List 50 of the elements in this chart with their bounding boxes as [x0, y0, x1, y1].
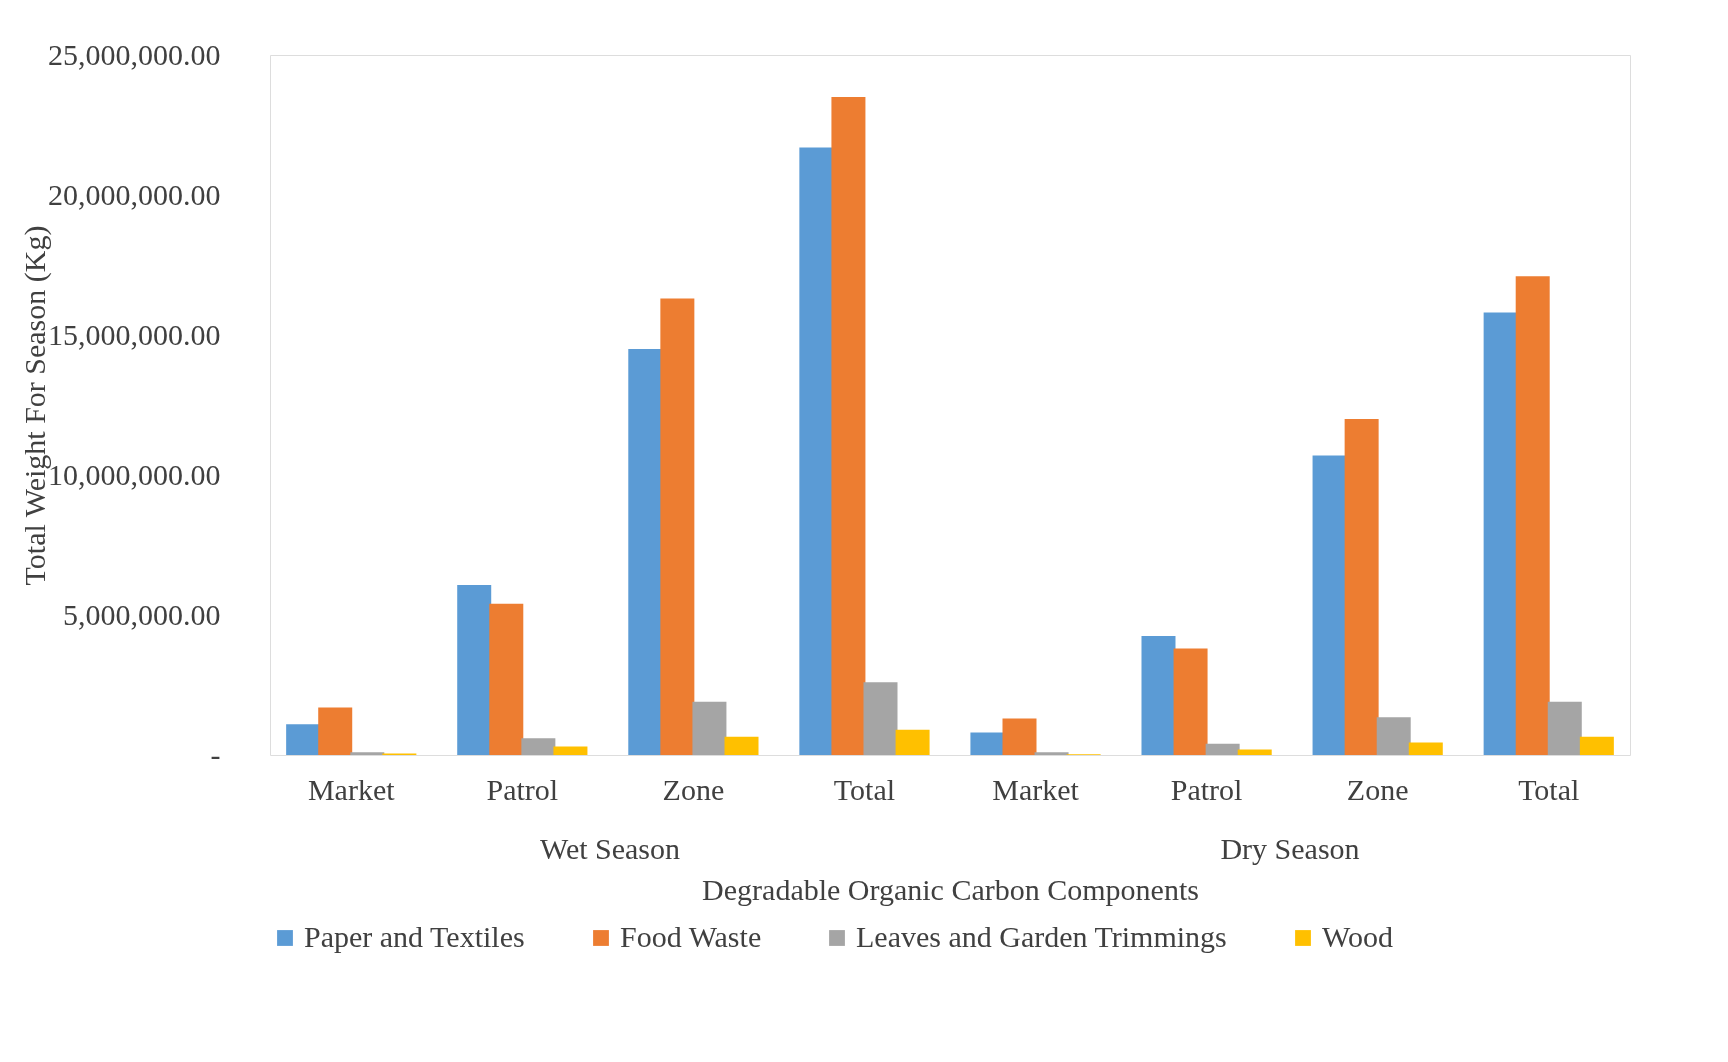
bar: [692, 701, 727, 755]
x-tick-label: Patrol: [1170, 772, 1243, 806]
bar: [1034, 752, 1069, 755]
bar: [1483, 312, 1518, 755]
bar: [489, 603, 524, 755]
y-tick-label: -: [210, 737, 221, 771]
x-tick-label: Total: [833, 772, 896, 806]
bar: [318, 707, 353, 755]
bar: [660, 298, 695, 755]
bar: [1141, 636, 1176, 755]
bar: [628, 349, 663, 755]
bar: [724, 736, 759, 755]
bar: [553, 746, 588, 755]
bar: [1312, 455, 1347, 755]
x-tick-label: Zone: [1346, 772, 1409, 806]
bar: [521, 738, 556, 755]
bar: [1579, 736, 1614, 755]
bar: [1002, 718, 1037, 755]
text: Dry Season: [1220, 832, 1360, 865]
bar: [457, 585, 492, 755]
text: Wet Season: [539, 832, 681, 865]
bar: [1237, 749, 1272, 755]
bar: [286, 724, 321, 755]
bar: [1515, 276, 1550, 755]
bar: [1173, 648, 1208, 755]
bar: [1205, 743, 1240, 755]
y-tick-label: 5,000,000.00: [63, 597, 221, 631]
y-tick-label: 25,000,000.00: [48, 37, 221, 71]
bar: [799, 147, 834, 755]
x-tick-label: Patrol: [486, 772, 559, 806]
x-tick-label: Total: [1518, 772, 1580, 806]
x-axis-title: Degradable Organic Carbon Components: [702, 872, 1199, 906]
bar: [1376, 717, 1411, 755]
bar: [1408, 742, 1443, 755]
x-tick-label: Market: [992, 772, 1080, 806]
bar: [863, 682, 898, 755]
bar: [1344, 419, 1379, 755]
legend-label: Wood: [1322, 920, 1393, 953]
bar: [831, 97, 866, 755]
bar: [350, 752, 385, 755]
legend-label: Food Waste: [620, 920, 762, 953]
y-tick-label: 15,000,000.00: [48, 317, 221, 351]
bar: [1547, 701, 1582, 755]
legend-label: Paper and Textiles: [304, 920, 525, 953]
x-tick-label: Zone: [662, 772, 725, 806]
y-tick-label: 20,000,000.00: [48, 177, 221, 211]
x-tick-label: Market: [307, 772, 396, 806]
bar: [970, 732, 1005, 755]
legend-label: Leaves and Garden Trimmings: [856, 920, 1227, 953]
bar: [895, 729, 930, 755]
